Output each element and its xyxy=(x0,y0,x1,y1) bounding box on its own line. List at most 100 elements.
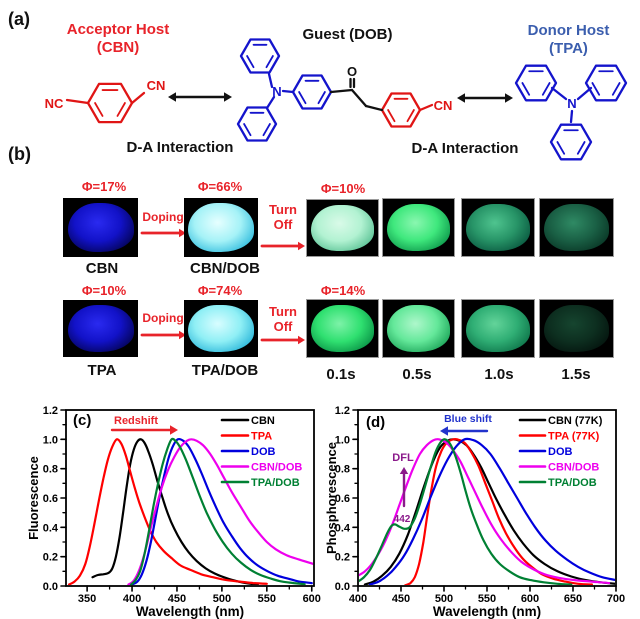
svg-text:0.4: 0.4 xyxy=(335,522,351,534)
caption-cbn: CBN xyxy=(85,260,119,277)
svg-text:Redshift: Redshift xyxy=(114,415,158,427)
time-label-1: 0.5s xyxy=(402,366,432,383)
svg-text:0.2: 0.2 xyxy=(43,552,58,564)
donor-host-subtitle: (TPA) xyxy=(549,40,588,57)
svg-text:(d): (d) xyxy=(366,414,385,431)
donor-host-title: Donor Host xyxy=(527,22,610,39)
time-label-3: 1.5s xyxy=(561,366,591,383)
powder-cbn-dob xyxy=(184,198,258,257)
phi-cbn-dob: Φ=66% xyxy=(197,179,243,194)
series-dob xyxy=(130,437,313,585)
powder-cbn-afterglow-2 xyxy=(461,198,535,257)
svg-text:0.4: 0.4 xyxy=(43,522,59,534)
chart-d-axes: 400 450 500 550 600 650 700 0.0 0.2 0.4 0.6 0.8 1.0 1… xyxy=(324,405,625,619)
svg-text:TPA/DOB: TPA/DOB xyxy=(548,477,597,489)
svg-text:(c): (c) xyxy=(73,412,91,429)
svg-text:CBN/DOB: CBN/DOB xyxy=(548,462,599,474)
powder-tpa-afterglow-3 xyxy=(539,299,614,358)
phi-tpa-off: Φ=14% xyxy=(320,283,366,298)
powder-cbn-afterglow-2-blob xyxy=(466,204,530,251)
svg-text:Phosphorescence: Phosphorescence xyxy=(324,442,339,554)
svg-text:N: N xyxy=(272,84,281,99)
panel-b-arrows xyxy=(140,228,305,345)
acceptor-host-title: Acceptor Host xyxy=(66,21,170,38)
time-label-0: 0.1s xyxy=(326,366,356,383)
svg-text:0.8: 0.8 xyxy=(335,464,350,476)
svg-text:CBN: CBN xyxy=(251,415,275,427)
phi-cbn: Φ=17% xyxy=(81,179,127,194)
svg-text:CN: CN xyxy=(147,78,166,93)
powder-cbn-afterglow-0-blob xyxy=(311,205,374,251)
panel-b-label: (b) xyxy=(8,144,31,164)
doping-label-row2: Doping xyxy=(142,311,184,325)
caption-cbn-dob: CBN/DOB xyxy=(190,260,260,277)
chart-d-legend: CBN (77K) TPA (77K) DOB CBN/DOB TPA/DOB xyxy=(518,415,603,489)
svg-text:0.6: 0.6 xyxy=(335,493,350,505)
chart-c-annotations: Redshift xyxy=(110,415,178,435)
svg-text:450: 450 xyxy=(392,593,410,605)
series-tpa xyxy=(68,438,268,585)
powder-tpa-afterglow-2-blob xyxy=(466,305,530,352)
svg-text:700: 700 xyxy=(607,593,625,605)
svg-text:Blue shift: Blue shift xyxy=(444,413,492,425)
chart-c-legend: CBN TPA DOB CBN/DOB TPA/DOB xyxy=(220,415,302,489)
svg-text:Wavelength (nm): Wavelength (nm) xyxy=(136,604,244,619)
svg-text:DOB: DOB xyxy=(251,446,276,458)
svg-text:1.2: 1.2 xyxy=(335,405,350,417)
powder-cbn-afterglow-1-blob xyxy=(387,204,450,251)
svg-text:DOB: DOB xyxy=(548,446,573,458)
svg-text:1.0: 1.0 xyxy=(335,434,350,446)
powder-cbn-afterglow-3 xyxy=(539,198,614,257)
svg-text:450: 450 xyxy=(168,593,186,605)
powder-tpa-afterglow-2 xyxy=(461,299,535,358)
series-cbn xyxy=(91,438,259,585)
caption-tpa-dob: TPA/DOB xyxy=(191,362,259,379)
chart-panel-d: 400 450 500 550 600 650 700 0.0 0.2 0.4 0.6 0.8 1.0 1… xyxy=(324,405,625,619)
svg-text:TPA (77K): TPA (77K) xyxy=(548,431,600,443)
svg-text:Wavelength (nm): Wavelength (nm) xyxy=(433,604,541,619)
turn-off-label-row2-line1: Turn xyxy=(269,304,297,319)
turn-off-label-row1-line2: Off xyxy=(273,217,293,232)
svg-text:500: 500 xyxy=(435,593,453,605)
chart-d-annotations: Blue shift DFL 442 xyxy=(392,413,492,525)
powder-tpa-afterglow-1 xyxy=(382,299,455,358)
turn-off-label-row2-line2: Off xyxy=(273,319,293,334)
svg-text:CN: CN xyxy=(434,98,453,113)
svg-text:350: 350 xyxy=(78,593,96,605)
powder-cbn-afterglow-3-blob xyxy=(544,204,609,251)
svg-text:1.2: 1.2 xyxy=(43,405,58,417)
phi-tpa: Φ=10% xyxy=(81,283,127,298)
powder-cbn-afterglow-0 xyxy=(306,199,379,257)
svg-text:1.0: 1.0 xyxy=(43,434,58,446)
svg-text:0.2: 0.2 xyxy=(335,552,350,564)
svg-text:550: 550 xyxy=(478,593,496,605)
powder-tpa-afterglow-1-blob xyxy=(387,305,450,352)
powder-tpa-afterglow-0 xyxy=(306,299,379,358)
svg-text:0.0: 0.0 xyxy=(43,581,58,593)
svg-text:600: 600 xyxy=(303,593,321,605)
svg-text:TPA/DOB: TPA/DOB xyxy=(251,477,300,489)
svg-text:NC: NC xyxy=(45,96,64,111)
powder-tpa-afterglow-0-blob xyxy=(311,305,374,352)
svg-text:0.8: 0.8 xyxy=(43,464,58,476)
powder-cbn-blob xyxy=(67,203,134,252)
svg-text:550: 550 xyxy=(258,593,276,605)
svg-text:CBN/DOB: CBN/DOB xyxy=(251,462,302,474)
series-dob xyxy=(368,437,615,585)
panel-a-structures: NC CN N O CN N xyxy=(45,38,628,161)
svg-text:TPA: TPA xyxy=(251,431,272,443)
chart-c-axes: 350 400 450 500 550 600 0.0 0.2 0.4 0.6 0.8 1.0 1.2 W… xyxy=(26,405,321,619)
phi-cbn-off: Φ=10% xyxy=(320,181,366,196)
chart-c-curves xyxy=(68,437,313,585)
svg-text:400: 400 xyxy=(349,593,367,605)
svg-text:DFL: DFL xyxy=(392,452,414,464)
panel-a-label: (a) xyxy=(8,9,30,29)
turn-off-label-row1-line1: Turn xyxy=(269,202,297,217)
powder-cbn-afterglow-1 xyxy=(382,198,455,257)
powder-tpa-blob xyxy=(67,305,134,352)
svg-text:500: 500 xyxy=(213,593,231,605)
doping-label-row1: Doping xyxy=(142,210,184,224)
powder-cbn xyxy=(63,198,138,257)
